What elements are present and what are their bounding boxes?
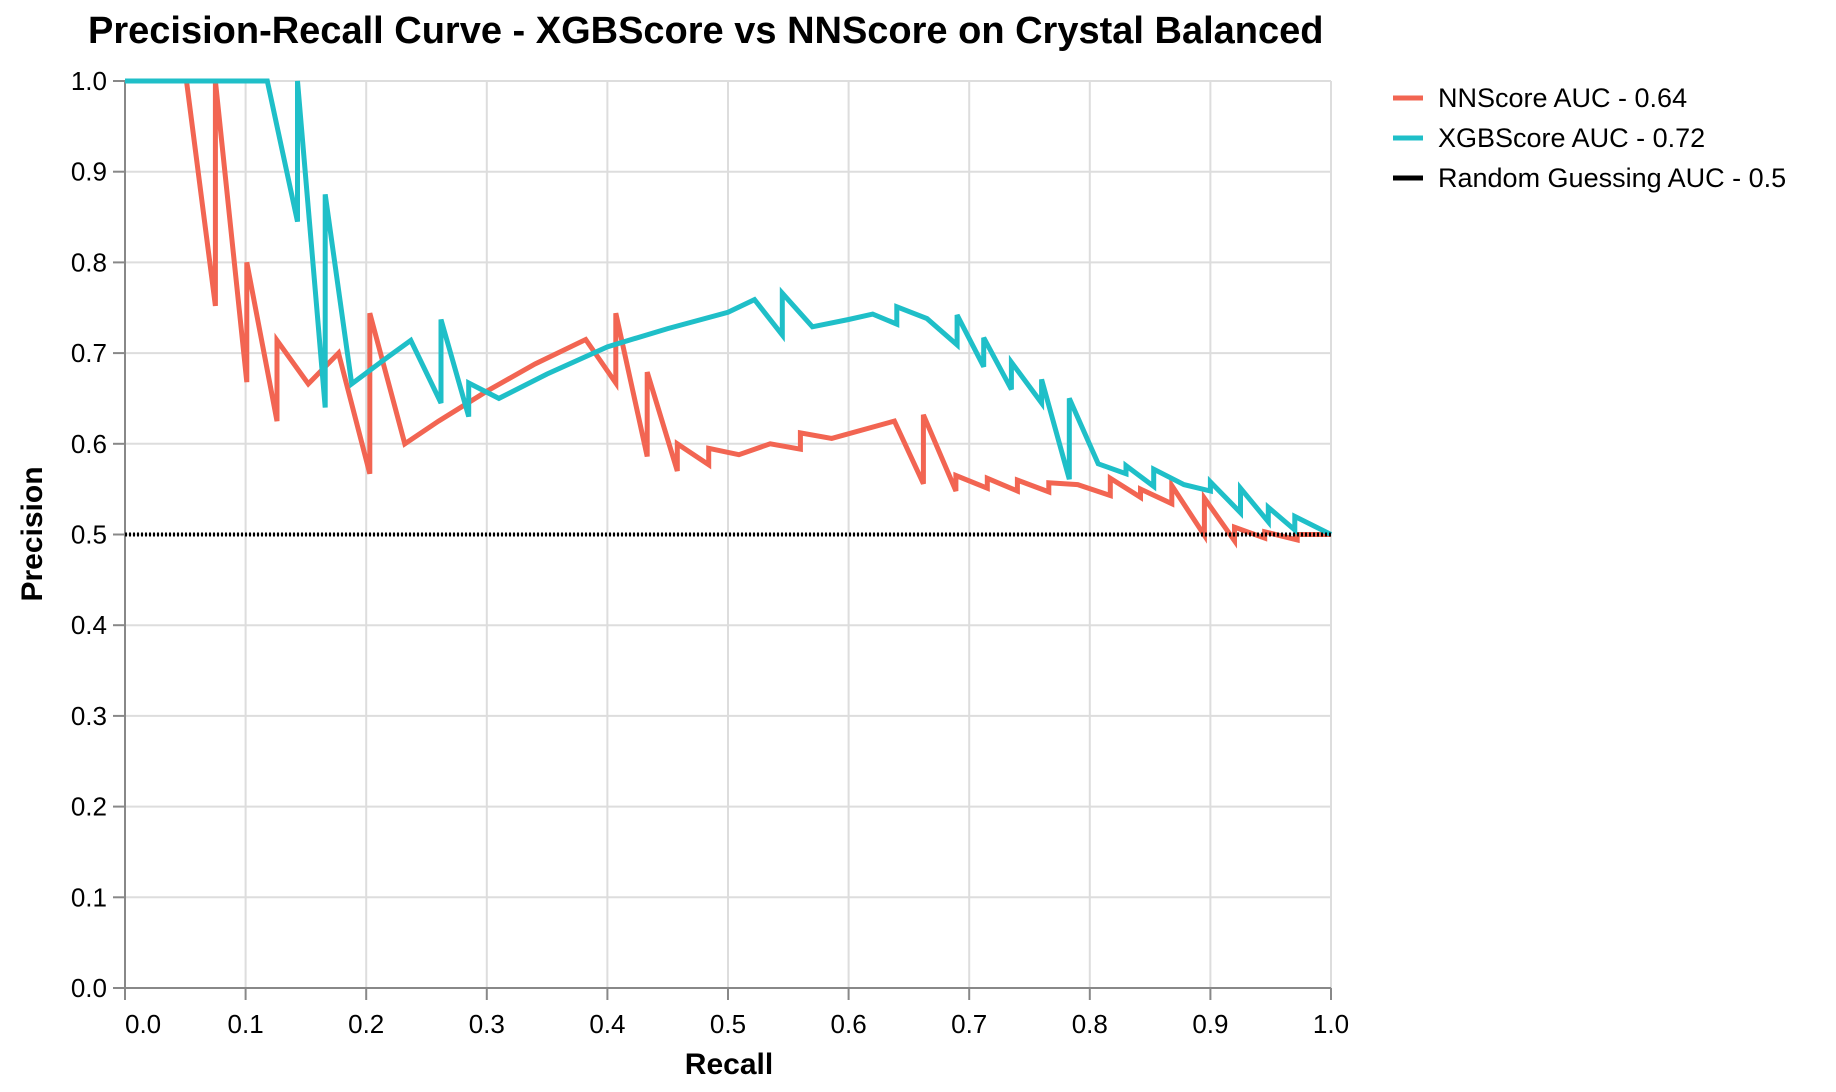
x-tick-label: 0.2 [348, 1009, 384, 1039]
legend-label: XGBScore AUC - 0.72 [1438, 123, 1705, 153]
y-tick-label: 0.5 [71, 520, 107, 550]
x-tick-label: 0.1 [228, 1009, 264, 1039]
y-tick-label: 0.9 [71, 157, 107, 187]
chart-title: Precision-Recall Curve - XGBScore vs NNS… [88, 10, 1323, 52]
x-tick-label: 0.7 [951, 1009, 987, 1039]
x-tick-label: 0.9 [1192, 1009, 1228, 1039]
y-axis-title: Precision [16, 466, 49, 601]
x-tick-label: 0.3 [469, 1009, 505, 1039]
x-tick-label: 1.0 [1313, 1009, 1349, 1039]
y-tick-label: 0.6 [71, 429, 107, 459]
x-tick-label: 0.4 [589, 1009, 625, 1039]
x-tick-label: 0.6 [831, 1009, 867, 1039]
y-tick-label: 0.7 [71, 338, 107, 368]
y-tick-label: 0.0 [71, 973, 107, 1003]
y-tick-label: 0.3 [71, 701, 107, 731]
legend: NNScore AUC - 0.64 XGBScore AUC - 0.72 Ran… [1393, 83, 1786, 193]
y-tick-label: 0.8 [71, 247, 107, 277]
y-tick-label: 0.4 [71, 610, 107, 640]
x-tick-label: 0.8 [1072, 1009, 1108, 1039]
series-line-2 [125, 78, 1333, 537]
x-tick-label: 0.5 [710, 1009, 746, 1039]
series-lines [125, 78, 1333, 549]
series-line-1 [125, 78, 1331, 549]
legend-label: Random Guessing AUC - 0.5 [1438, 163, 1786, 193]
legend-label: NNScore AUC - 0.64 [1438, 83, 1687, 113]
y-tick-label: 0.1 [71, 882, 107, 912]
y-tick-label: 1.0 [71, 66, 107, 96]
x-tick-label: 0.0 [125, 1009, 161, 1039]
y-tick-label: 0.2 [71, 792, 107, 822]
x-axis-title: Recall [685, 1048, 773, 1081]
axes: 0.0 0.1 0.2 0.3 0.4 0.5 0.6 0.7 0.8 0.9 1.0 0.0 0.1 0… [71, 66, 1349, 1039]
